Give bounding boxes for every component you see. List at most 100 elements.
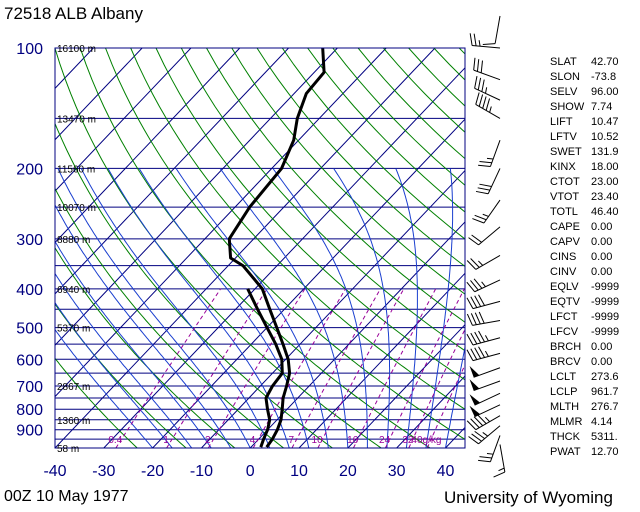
wind-barb-flag [470, 332, 478, 345]
temperature-axis-label: -40 [43, 463, 66, 480]
index-row: LFCT -9999 [550, 310, 619, 325]
index-label: THCK [550, 431, 580, 443]
wind-barb-staff [494, 15, 501, 44]
station-title: 72518 ALB Albany [4, 4, 143, 23]
dry-adiabat-line [55, 122, 333, 448]
wind-barb-half-flag [478, 260, 484, 266]
dry-adiabat-line [55, 357, 138, 448]
index-value: -9999 [591, 296, 620, 308]
index-label: BRCH [550, 341, 582, 353]
index-value: 42.70 [591, 56, 619, 68]
wind-barb [482, 15, 501, 45]
wind-barb-flag [470, 313, 477, 325]
isotherm-line [201, 169, 465, 448]
pressure-axis-label: 100 [16, 41, 43, 58]
index-value: 46.40 [591, 206, 619, 218]
wind-barb-flag [470, 418, 480, 428]
wind-barb-flag [477, 414, 487, 424]
index-label: LFTV [550, 131, 577, 143]
wind-barb-flag [472, 218, 485, 224]
wind-barb-flag [479, 183, 492, 188]
index-label: LFCT [550, 311, 578, 323]
observation-time: 00Z 10 May 1977 [4, 488, 129, 505]
wind-barb-staff [475, 104, 501, 119]
wind-barb [466, 330, 501, 346]
index-label: EQTV [550, 296, 580, 308]
wind-barb-flag [474, 430, 485, 440]
index-label: TOTL [550, 206, 578, 218]
wind-barb [475, 92, 501, 119]
wind-barb [466, 278, 501, 293]
wind-barb-flag [478, 94, 484, 107]
wind-barb-pennant [469, 366, 480, 378]
temperature-axis-label: 10 [290, 463, 308, 480]
moist-adiabat-line [55, 272, 193, 448]
pressure-axis-label: 300 [16, 232, 43, 249]
moist-adiabat-line [55, 301, 173, 448]
wind-barb-half-flag [486, 453, 494, 455]
wind-barb-half-flag [486, 157, 494, 160]
plot-frame [54, 47, 466, 449]
wind-barb [475, 168, 501, 195]
index-label: CTOT [550, 176, 580, 188]
wind-barb-half-flag [484, 416, 490, 422]
wind-barb-flag [466, 349, 474, 361]
index-label: CINS [550, 251, 577, 263]
index-value: 7.74 [591, 101, 613, 113]
index-value: 0.00 [591, 221, 613, 233]
isotherm-line [55, 48, 192, 192]
index-value: 0.00 [591, 251, 613, 263]
wind-barb [466, 311, 501, 326]
wind-barb-staff [474, 404, 501, 418]
wind-barb-staff [473, 69, 501, 81]
index-label: EQLV [550, 281, 579, 293]
dry-adiabat-line [206, 48, 465, 323]
wind-barb-staff [472, 45, 501, 49]
wind-barb-flag [466, 260, 477, 270]
wind-barb-staff [487, 168, 501, 194]
pressure-axis-label: 700 [16, 379, 43, 396]
wind-barb-flag [471, 234, 482, 243]
wind-barb-flag [474, 331, 482, 344]
index-row: TOTL 46.40 [550, 205, 619, 220]
moist-adiabat-line [395, 168, 418, 448]
moist-adiabat-line [219, 168, 349, 448]
wind-barb-flag [470, 296, 478, 308]
temperature-axis-label: -30 [92, 463, 115, 480]
moist-adiabat-line [138, 168, 310, 448]
wind-barb [472, 199, 501, 224]
mixing-ratio-label: 32 [402, 435, 414, 446]
wind-barb-flag [478, 294, 485, 306]
temperature-axis-label: 20 [339, 463, 357, 480]
index-row: LFTV 10.52 [550, 130, 619, 145]
moist-adiabat-line [57, 168, 251, 448]
height-label: 8880 m [57, 235, 90, 246]
index-value: 273.6 [591, 371, 619, 383]
dry-adiabat-line [256, 48, 465, 267]
moist-adiabat-line [55, 203, 232, 448]
index-label: SLON [550, 71, 580, 83]
index-label: CINV [550, 266, 577, 278]
wind-barb-flag [481, 79, 485, 92]
mixing-ratio-line [352, 288, 437, 448]
wind-barb-half-flag [484, 350, 489, 357]
moist-adiabat-line [425, 168, 454, 448]
moist-adiabat-line [272, 168, 368, 448]
wind-barb-flag [478, 330, 485, 343]
isotherm-line [55, 48, 143, 141]
wind-barb-flag [474, 214, 487, 221]
index-row: SLAT 42.70 [550, 55, 619, 70]
stability-indices-panel: SLAT 42.70 SLON -73.8 SELV 96.00 SHOW 7.74 LIFT 1… [550, 55, 619, 460]
moist-adiabat-line [55, 240, 212, 448]
wind-barb-half-flag [498, 467, 505, 472]
index-value: 0.00 [591, 341, 613, 353]
wind-barb-flag [473, 416, 484, 426]
index-row: CAPV 0.00 [550, 235, 619, 250]
mixing-ratio-line [207, 288, 306, 448]
wind-barb-pennant [469, 379, 480, 391]
wind-barb-flag [470, 348, 478, 360]
wind-barb-half-flag [482, 213, 489, 217]
moist-adiabat-line [175, 168, 329, 448]
isotherm-line [55, 48, 241, 244]
